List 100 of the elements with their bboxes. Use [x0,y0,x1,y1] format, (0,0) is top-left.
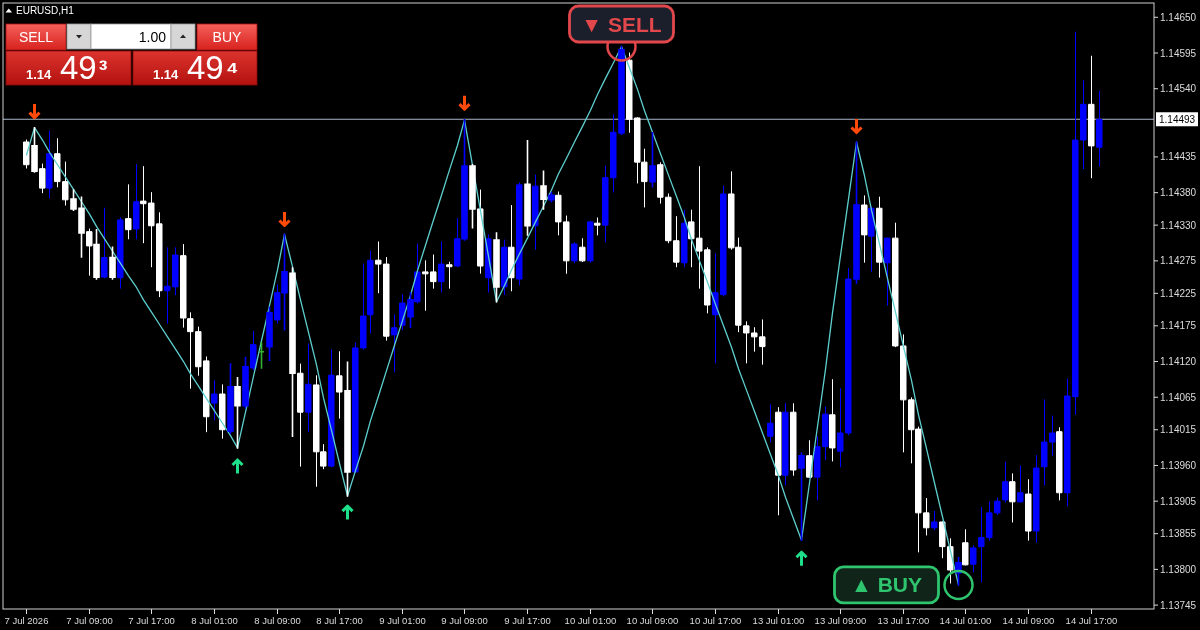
x-tick-label: 10 Jul 01:00 [564,615,617,626]
candlestick [109,246,116,280]
candlestick [775,407,782,516]
candlestick [219,384,226,439]
candlestick [501,239,508,296]
candlestick [305,343,312,433]
candlestick [790,403,797,476]
annotation: 1.14 49⁴ [153,49,239,86]
candlestick [328,349,335,468]
candlestick [46,130,53,199]
y-tick-label: 1.14540 [1160,83,1197,95]
x-tick-label: 14 Jul 17:00 [1065,615,1118,626]
candlestick [258,341,265,369]
annotation: ▼ SELL [581,12,662,36]
candlestick [234,376,241,449]
candlestick [1088,55,1095,179]
candlestick [548,191,555,203]
x-tick-label: 10 Jul 09:00 [626,615,679,626]
candlestick [1025,479,1032,541]
candlestick [1009,473,1016,523]
x-tick-label: 9 Jul 01:00 [379,615,426,626]
y-tick-label: 1.13745 [1160,599,1197,611]
candlestick [649,132,656,188]
x-tick-label: 8 Jul 09:00 [254,615,301,626]
x-tick-label: 7 Jul 17:00 [128,615,175,626]
candlestick [516,182,523,286]
point [795,550,808,568]
x-tick-label: 7 Jul 2026 [4,615,49,626]
annotation: 1.14 49³ [26,49,108,86]
y-tick-label: 1.13800 [1160,563,1197,575]
candlestick [931,511,938,531]
y-tick-label: 1.13905 [1160,495,1197,507]
candlestick [1056,427,1063,501]
annotation: SELL [18,29,54,45]
candlestick [227,363,234,434]
candlestick [1033,455,1040,543]
y-tick-label: 1.14015 [1160,424,1197,436]
point [458,94,471,111]
candlestick [962,529,969,566]
candlestick [798,452,805,541]
y-tick-label: 1.14595 [1160,47,1197,59]
point [28,102,41,120]
candlestick [782,403,789,486]
candlestick [868,206,875,272]
x-tick-label: 8 Jul 01:00 [191,615,238,626]
candlestick [594,217,601,236]
annotation: ▲ BUY [851,573,922,597]
point [231,458,244,475]
y-tick-label: 1.13855 [1160,528,1197,540]
candlestick [829,379,836,462]
candlestick [508,205,515,292]
y-tick-label: 1.14225 [1160,287,1197,299]
annotation: BUY [212,29,243,45]
candlestick [446,261,453,289]
y-tick-label: 1.14435 [1160,151,1197,163]
candlestick [493,232,500,303]
candlestick [1002,461,1009,503]
candlestick [1096,90,1103,167]
x-tick-label: 9 Jul 17:00 [504,615,551,626]
candlestick [970,545,977,573]
point [850,117,863,135]
candlestick [211,380,218,421]
candlestick [540,170,547,210]
candlestick [767,404,774,443]
x-tick-label: 8 Jul 17:00 [316,615,363,626]
x-tick-label: 13 Jul 09:00 [814,615,867,626]
candlestick [391,314,398,373]
candlestick [524,139,531,236]
y-tick-label: 1.14175 [1160,320,1197,332]
candlestick [681,209,688,268]
candlestick [587,220,594,263]
candlestick [1017,465,1024,503]
candlestick [367,250,374,334]
x-tick-label: 13 Jul 17:00 [877,615,930,626]
point [341,504,354,522]
y-tick-label: 1.13960 [1160,459,1197,471]
candlestick [571,242,578,264]
candlestick [133,164,140,240]
x-tick-label: 14 Jul 09:00 [1002,615,1055,626]
y-tick-label: 1.14275 [1160,255,1197,267]
candlestick [861,195,868,263]
x-tick-label: 14 Jul 01:00 [939,615,992,626]
candlestick [438,241,445,293]
annotation: 1.00 [138,28,167,45]
candlestick [117,217,124,289]
candlestick [125,184,132,240]
candlestick [884,237,891,306]
x-tick-label: 7 Jul 09:00 [66,615,113,626]
y-tick-label: 1.14330 [1160,219,1197,231]
chart-title: EURUSD,H1 [16,5,75,16]
x-tick-label: 10 Jul 17:00 [689,615,742,626]
y-tick-label: 1.14380 [1160,187,1197,199]
point [278,210,291,227]
y-tick-label: 1.14120 [1160,356,1197,368]
x-tick-label: 9 Jul 09:00 [441,615,488,626]
y-tick-label: 1.14650 [1160,11,1197,23]
y-tick-label: 1.14065 [1160,391,1197,403]
x-tick-label: 13 Jul 01:00 [752,615,805,626]
candlestick [532,174,539,250]
candlestick [579,238,586,263]
